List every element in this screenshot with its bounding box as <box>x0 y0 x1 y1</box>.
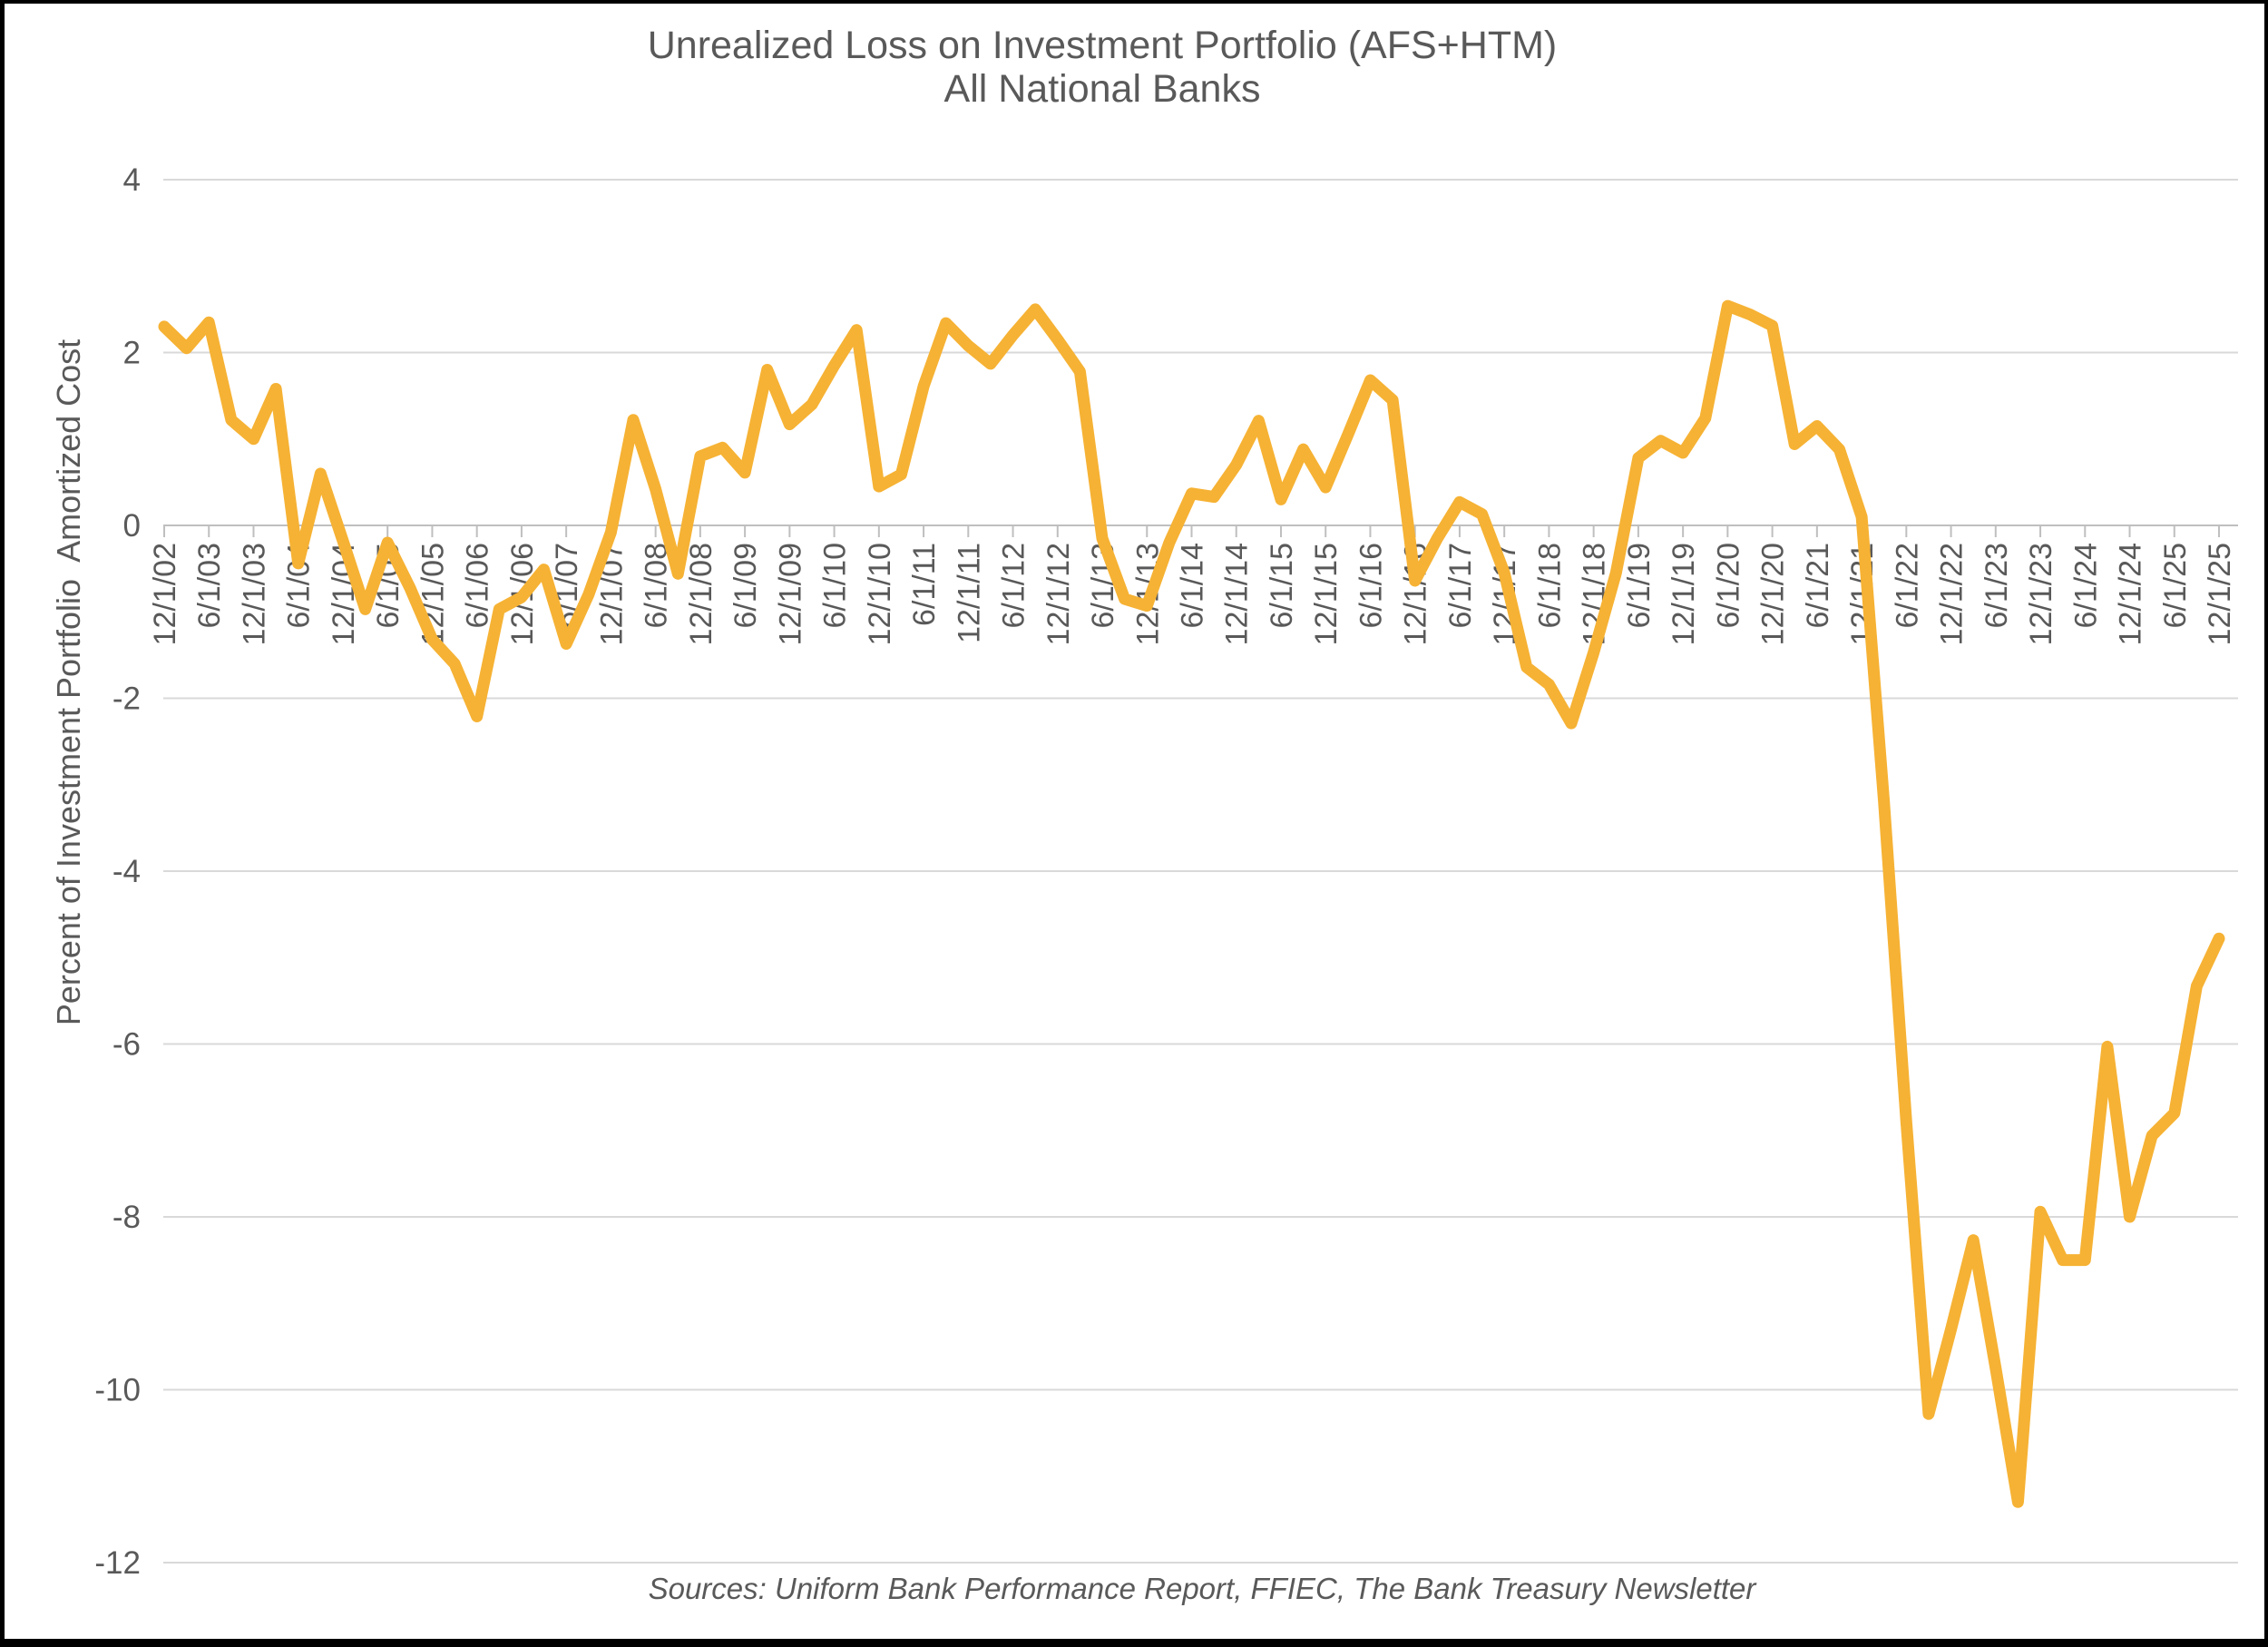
svg-text:-4: -4 <box>112 854 141 889</box>
svg-text:6/1/19: 6/1/19 <box>1622 543 1657 629</box>
svg-text:6/1/09: 6/1/09 <box>728 543 763 629</box>
svg-text:12/1/02: 12/1/02 <box>148 543 182 645</box>
svg-text:2: 2 <box>123 336 141 371</box>
svg-text:12/1/19: 12/1/19 <box>1667 543 1701 645</box>
svg-text:6/1/24: 6/1/24 <box>2068 543 2103 629</box>
svg-text:6/1/20: 6/1/20 <box>1711 543 1745 629</box>
svg-text:12/1/11: 12/1/11 <box>952 543 986 643</box>
svg-text:-2: -2 <box>112 681 141 717</box>
svg-text:6/1/11: 6/1/11 <box>907 543 942 626</box>
svg-text:-12: -12 <box>94 1545 141 1581</box>
svg-text:6/1/21: 6/1/21 <box>1801 543 1835 629</box>
svg-text:6/1/06: 6/1/06 <box>461 543 495 629</box>
x-axis-ticks <box>163 525 2220 537</box>
svg-text:12/1/12: 12/1/12 <box>1041 543 1076 645</box>
svg-text:12/1/25: 12/1/25 <box>2203 543 2237 645</box>
svg-text:6/1/10: 6/1/10 <box>818 543 853 629</box>
svg-text:12/1/03: 12/1/03 <box>237 543 271 645</box>
svg-text:6/1/22: 6/1/22 <box>1890 543 1924 629</box>
chart-title-line1: Unrealized Loss on Investment Portfolio … <box>647 24 1558 67</box>
svg-text:6/1/15: 6/1/15 <box>1265 543 1299 629</box>
chart-svg: 4 2 0 -2 -4 -6 -8 -10 -12 12/1/02 6/1/03 12/1/03 6/… <box>94 162 2238 1581</box>
data-line-group <box>158 299 2225 1508</box>
svg-text:12/1/09: 12/1/09 <box>773 543 807 645</box>
unrealized-loss-line <box>158 299 2225 1508</box>
svg-text:12/1/14: 12/1/14 <box>1220 543 1255 645</box>
chart-title-line2: All National Banks <box>943 67 1261 112</box>
svg-text:6/1/18: 6/1/18 <box>1532 543 1567 629</box>
chart-title: Unrealized Loss on Investment Portfolio … <box>5 24 2200 111</box>
svg-text:6/1/03: 6/1/03 <box>192 543 227 629</box>
y-axis-labels: 4 2 0 -2 -4 -6 -8 -10 -12 <box>94 162 141 1581</box>
gridlines-group <box>163 179 2238 1564</box>
x-axis-labels: 12/1/02 6/1/03 12/1/03 6/1/04 12/1/04 6/1/05 1… <box>148 543 2237 645</box>
svg-text:6/1/17: 6/1/17 <box>1443 543 1478 629</box>
svg-text:-6: -6 <box>112 1027 141 1063</box>
svg-text:12/1/24: 12/1/24 <box>2114 543 2148 645</box>
svg-text:12/1/23: 12/1/23 <box>2024 543 2058 645</box>
svg-text:6/1/16: 6/1/16 <box>1354 543 1388 629</box>
svg-text:6/1/25: 6/1/25 <box>2158 543 2193 629</box>
svg-text:0: 0 <box>123 508 141 544</box>
svg-text:4: 4 <box>123 162 141 198</box>
svg-text:12/1/22: 12/1/22 <box>1935 543 1970 645</box>
svg-text:12/1/15: 12/1/15 <box>1309 543 1344 645</box>
svg-text:12/1/10: 12/1/10 <box>863 543 897 645</box>
y-axis-title: Percent of Investment Portfolio Amortize… <box>50 338 87 1026</box>
svg-text:12/1/08: 12/1/08 <box>684 543 719 645</box>
svg-text:6/1/23: 6/1/23 <box>1980 543 2014 629</box>
sources-note: Sources: Uniform Bank Performance Report… <box>648 1572 1756 1605</box>
svg-text:-10: -10 <box>94 1373 141 1408</box>
svg-text:12/1/20: 12/1/20 <box>1756 543 1791 645</box>
svg-text:6/1/14: 6/1/14 <box>1176 543 1210 629</box>
svg-text:6/1/12: 6/1/12 <box>997 543 1031 629</box>
svg-text:-8: -8 <box>112 1200 141 1235</box>
